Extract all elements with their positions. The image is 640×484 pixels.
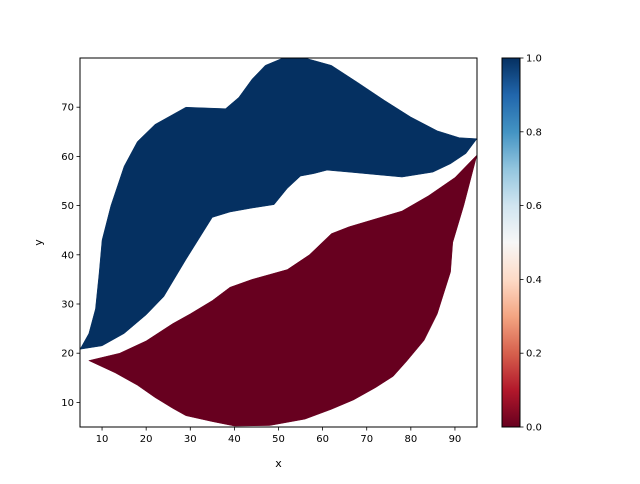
y-axis-label: y bbox=[32, 239, 45, 246]
y-tick-label: 60 bbox=[61, 152, 74, 163]
colorbar-tick-label: 0.2 bbox=[526, 349, 542, 360]
colorbar-tick-label: 0.6 bbox=[526, 201, 542, 212]
x-tick-label: 20 bbox=[140, 434, 153, 445]
x-tick-label: 90 bbox=[449, 434, 462, 445]
y-axis: 10 20 30 40 50 60 70 bbox=[61, 103, 80, 409]
filled-regions bbox=[80, 58, 477, 427]
region-level-1 bbox=[80, 58, 477, 350]
y-tick-label: 70 bbox=[61, 103, 74, 114]
y-tick-label: 40 bbox=[61, 250, 74, 261]
x-tick-label: 70 bbox=[360, 434, 373, 445]
x-tick-label: 80 bbox=[404, 434, 417, 445]
x-tick-label: 10 bbox=[96, 434, 109, 445]
region-level-0 bbox=[88, 154, 477, 427]
x-tick-label: 30 bbox=[184, 434, 197, 445]
colorbar-tick-label: 0.4 bbox=[526, 275, 542, 286]
colorbar-axis: 0.0 0.2 0.4 0.6 0.8 1.0 bbox=[520, 54, 542, 434]
y-tick-label: 30 bbox=[61, 300, 74, 311]
colorbar-tick-label: 1.0 bbox=[526, 54, 542, 65]
colorbar bbox=[501, 57, 521, 428]
y-tick-label: 20 bbox=[61, 349, 74, 360]
x-tick-label: 50 bbox=[272, 434, 285, 445]
y-tick-label: 50 bbox=[61, 201, 74, 212]
x-axis: 10 20 30 40 50 60 70 80 90 bbox=[96, 427, 462, 445]
colorbar-tick-label: 0.0 bbox=[526, 423, 542, 434]
x-axis-label: x bbox=[275, 457, 282, 470]
colorbar-tick-label: 0.8 bbox=[526, 127, 542, 138]
x-tick-label: 40 bbox=[228, 434, 241, 445]
x-tick-label: 60 bbox=[316, 434, 329, 445]
y-tick-label: 10 bbox=[61, 398, 74, 409]
